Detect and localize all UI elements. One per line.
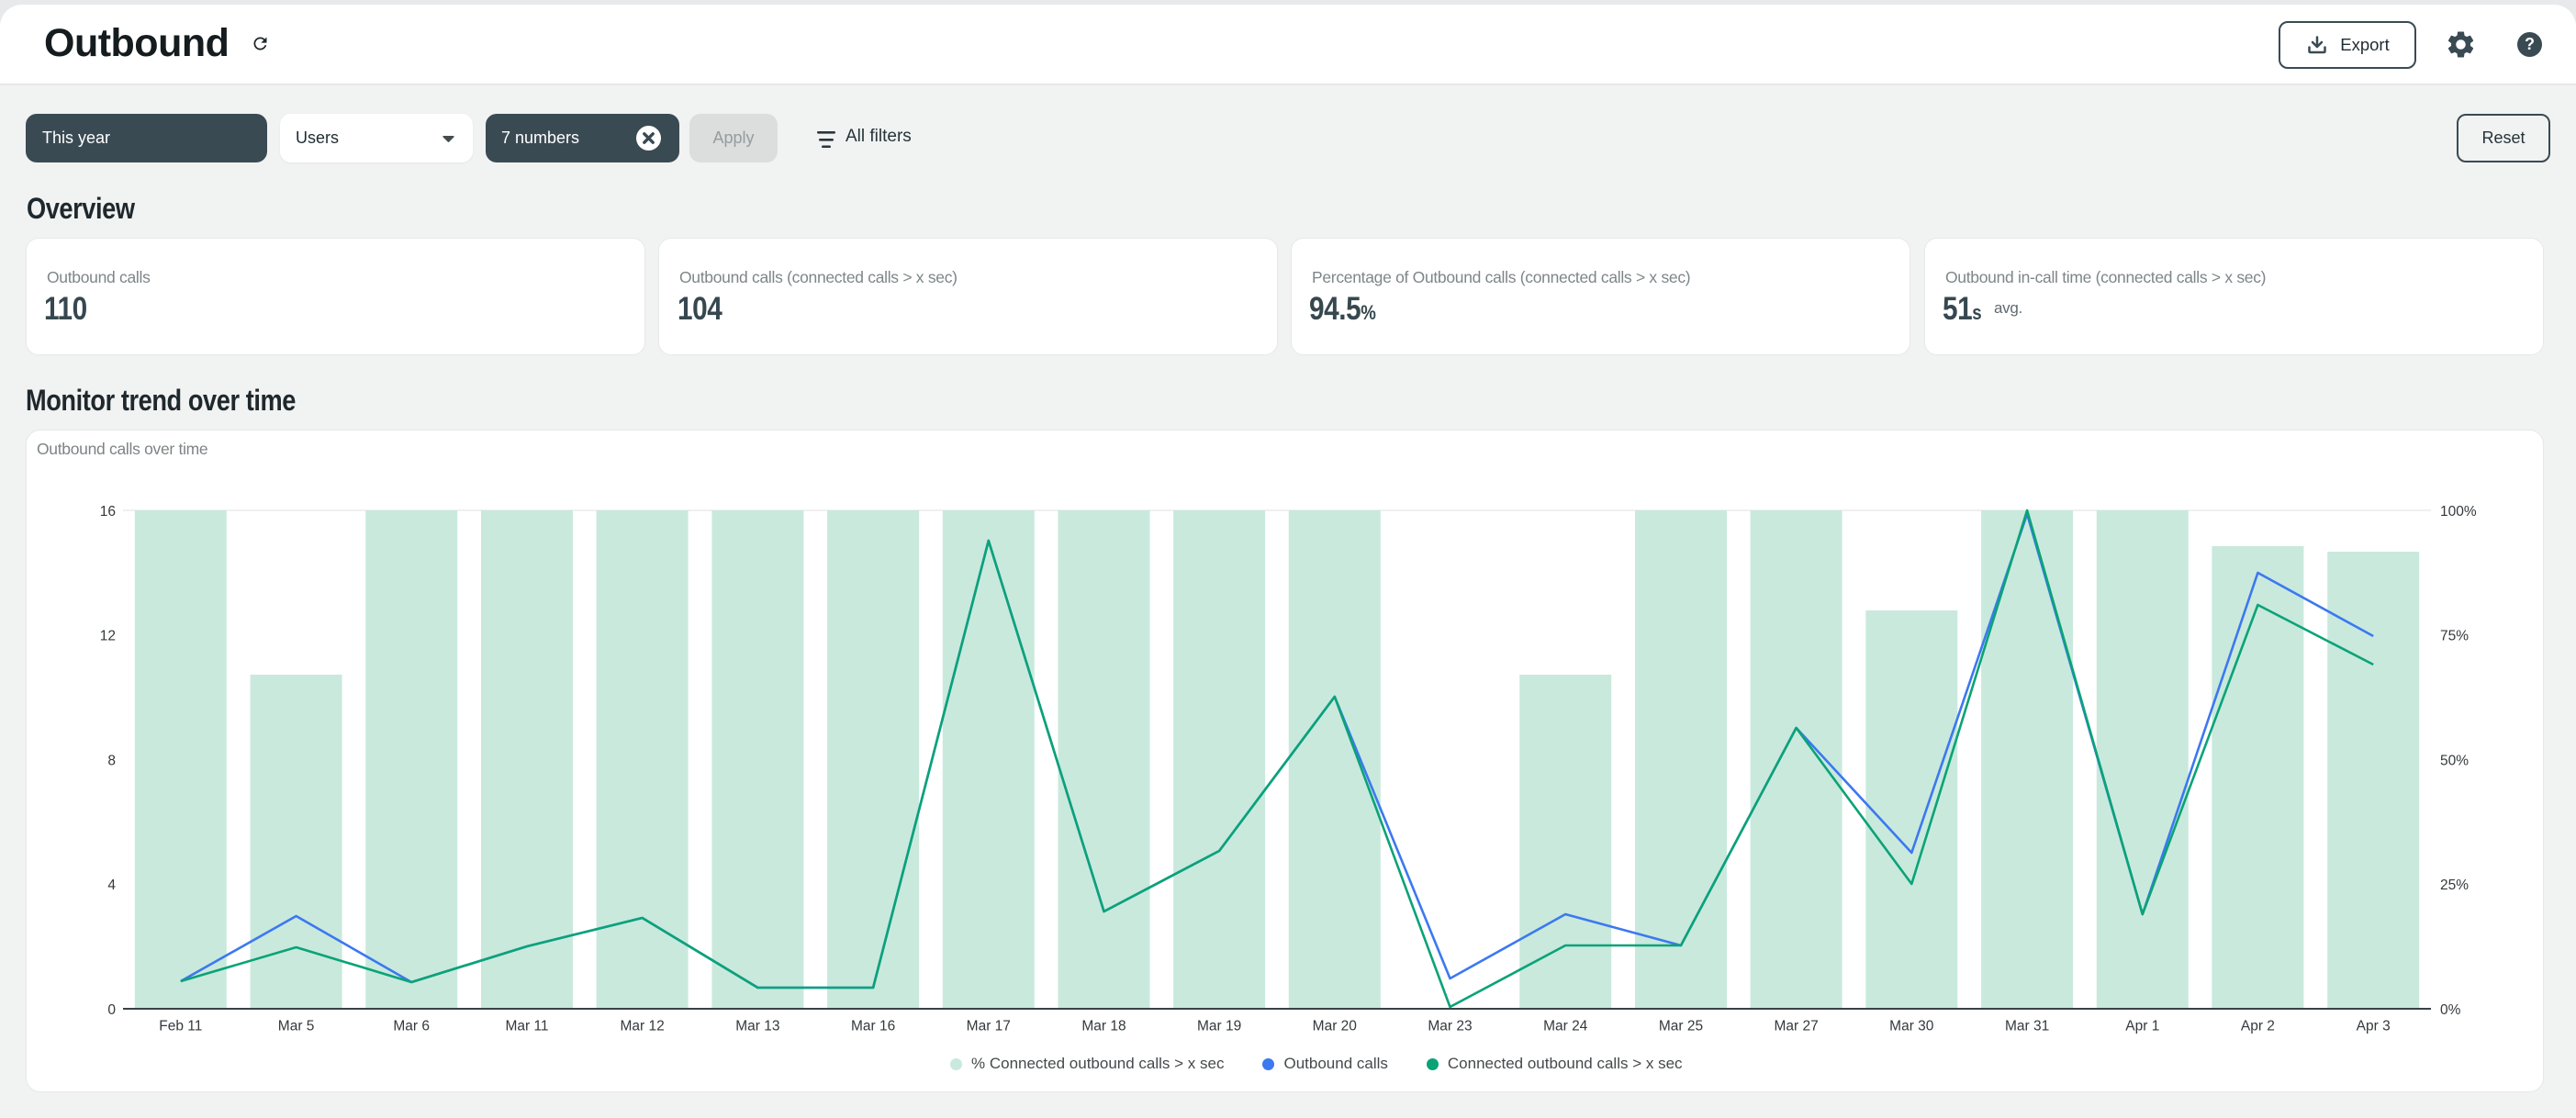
svg-text:Mar 11: Mar 11 xyxy=(505,1019,548,1034)
svg-text:100%: 100% xyxy=(2440,504,2477,520)
svg-text:Mar 27: Mar 27 xyxy=(1774,1019,1818,1034)
svg-text:Mar 5: Mar 5 xyxy=(278,1019,315,1034)
svg-text:25%: 25% xyxy=(2440,878,2469,893)
svg-text:Mar 24: Mar 24 xyxy=(1543,1019,1588,1034)
svg-text:16: 16 xyxy=(100,504,116,520)
svg-text:Mar 20: Mar 20 xyxy=(1313,1019,1358,1034)
svg-text:8: 8 xyxy=(107,753,116,768)
svg-text:Apr 2: Apr 2 xyxy=(2241,1019,2275,1034)
svg-text:Mar 12: Mar 12 xyxy=(620,1019,664,1034)
svg-text:Mar 19: Mar 19 xyxy=(1197,1019,1241,1034)
svg-text:Apr 3: Apr 3 xyxy=(2357,1019,2391,1034)
svg-text:0: 0 xyxy=(107,1002,116,1018)
svg-text:50%: 50% xyxy=(2440,753,2469,768)
svg-text:Mar 18: Mar 18 xyxy=(1081,1019,1126,1034)
svg-text:Mar 16: Mar 16 xyxy=(851,1019,895,1034)
svg-text:Mar 25: Mar 25 xyxy=(1659,1019,1703,1034)
svg-text:Mar 31: Mar 31 xyxy=(2005,1019,2049,1034)
svg-text:0%: 0% xyxy=(2440,1002,2461,1018)
svg-text:12: 12 xyxy=(100,629,116,644)
svg-text:Mar 17: Mar 17 xyxy=(967,1019,1011,1034)
svg-text:75%: 75% xyxy=(2440,629,2469,644)
svg-text:Apr 1: Apr 1 xyxy=(2125,1019,2159,1034)
svg-text:Mar 30: Mar 30 xyxy=(1889,1019,1934,1034)
svg-text:Mar 23: Mar 23 xyxy=(1428,1019,1472,1034)
svg-text:Mar 6: Mar 6 xyxy=(393,1019,430,1034)
svg-text:Mar 13: Mar 13 xyxy=(735,1019,779,1034)
svg-text:4: 4 xyxy=(107,878,116,893)
svg-text:Feb 11: Feb 11 xyxy=(159,1019,202,1034)
